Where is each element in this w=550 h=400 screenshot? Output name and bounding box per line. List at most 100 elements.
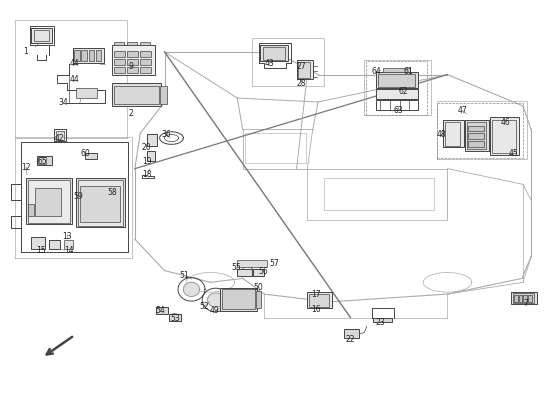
Text: 27: 27 [296,62,306,71]
Bar [85,152,97,159]
Bar [373,318,392,322]
Text: 47: 47 [458,106,468,115]
Text: 46: 46 [501,118,510,127]
Bar [376,89,419,99]
Bar [519,295,522,302]
Text: 50: 50 [253,282,263,292]
Bar [160,86,167,104]
Text: 36: 36 [161,130,171,139]
Text: 45: 45 [509,149,519,158]
Bar [26,178,72,224]
Text: 65: 65 [37,157,47,166]
Text: 2: 2 [128,109,133,118]
Bar [96,50,101,61]
Text: 17: 17 [312,290,321,299]
Text: 52: 52 [199,302,208,311]
Text: 51: 51 [180,271,189,280]
Bar [443,120,464,147]
Bar [89,50,94,61]
Polygon shape [183,282,200,296]
Text: 44: 44 [70,59,79,68]
Text: 42: 42 [54,134,64,142]
Text: 23: 23 [375,318,385,327]
Bar [74,50,80,61]
Bar [31,237,45,249]
Bar [511,292,537,304]
Bar [114,67,125,73]
Text: 55: 55 [232,263,241,272]
Bar [467,122,486,149]
Bar [140,51,151,57]
Bar [156,308,168,314]
Bar [378,74,415,87]
Text: 56: 56 [258,267,268,276]
Text: 60: 60 [80,149,90,158]
Bar [344,329,359,338]
Bar [81,50,87,61]
Bar [112,83,161,106]
Text: 9: 9 [128,62,133,71]
Bar [514,295,518,302]
Bar [78,180,123,226]
Bar [73,48,104,63]
Polygon shape [208,293,224,307]
Bar [28,180,70,223]
Bar [114,86,158,104]
Bar [468,141,484,147]
Bar [114,51,125,57]
Text: 14: 14 [64,246,74,255]
Bar [127,59,138,65]
Bar [31,28,52,43]
Text: 16: 16 [312,305,321,314]
Text: 7: 7 [523,299,528,308]
Bar [298,62,310,78]
Bar [127,51,138,57]
Bar [445,122,460,146]
Bar [140,67,151,73]
Bar [127,67,138,73]
Bar [468,126,484,131]
Text: 48: 48 [436,130,446,139]
Text: 20: 20 [142,142,152,152]
Bar [127,42,137,45]
Bar [237,269,252,276]
Bar [376,72,419,88]
Text: 1: 1 [24,47,29,56]
Text: 34: 34 [59,98,69,107]
Bar [529,295,532,302]
Bar [261,45,289,61]
Bar [376,100,419,110]
Bar [468,133,484,139]
Text: 49: 49 [210,306,219,315]
Text: 13: 13 [63,232,72,240]
Text: 64: 64 [371,67,381,76]
Text: 15: 15 [36,246,45,255]
Bar [80,186,120,222]
Bar [147,134,157,146]
Bar [112,45,155,75]
Bar [254,269,264,276]
Bar [220,288,257,310]
Bar [237,260,267,268]
Bar [296,60,313,79]
Bar [140,59,151,65]
Text: 28: 28 [296,79,306,88]
Bar [114,42,124,45]
Text: 62: 62 [398,86,408,96]
Text: 57: 57 [269,259,279,268]
Bar [513,293,534,303]
Bar [75,178,125,228]
Text: 18: 18 [142,170,151,179]
Bar [309,294,329,307]
Bar [222,289,255,309]
Bar [75,88,97,98]
Bar [64,240,73,249]
Bar [465,120,489,151]
Bar [256,291,261,308]
Bar [37,156,52,165]
Text: 43: 43 [265,59,274,68]
Text: 63: 63 [393,106,403,115]
Text: 12: 12 [21,163,31,172]
Bar [147,151,155,161]
Bar [114,59,125,65]
